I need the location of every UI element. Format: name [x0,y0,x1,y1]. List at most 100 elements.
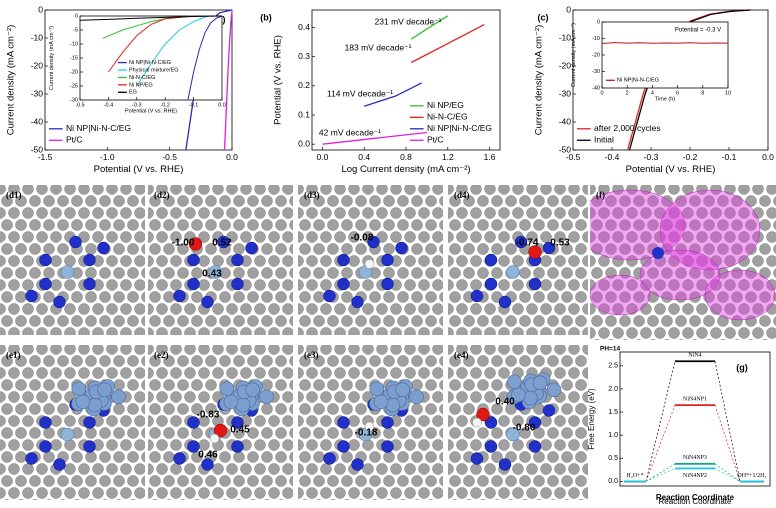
carbon-atom [8,185,20,195]
carbon-atom [554,327,566,335]
carbon-atom [731,219,743,231]
carbon-atom [738,185,750,195]
nitrogen-atom [187,277,200,291]
carbon-atom [156,279,168,291]
legend-label: Ni NP|Ni-N-C/EG [66,123,131,133]
carbon-atom [240,327,252,335]
carbon-atom [404,415,416,427]
carbon-atom [432,463,443,475]
panel-label: (f) [596,190,605,200]
carbon-atom [696,303,708,315]
carbon-atom [519,451,531,463]
carbon-atom [320,415,332,427]
carbon-atom [1,195,13,207]
carbon-atom [540,279,552,291]
carbon-atom [470,303,482,315]
nitrogen-atom [381,440,394,453]
carbon-atom [449,243,461,255]
carbon-atom [22,303,34,315]
carbon-atom [448,303,454,315]
carbon-atom [43,219,55,231]
carbon-atom [626,327,638,339]
carbon-atom [22,415,34,427]
carbon-atom [418,439,430,451]
carbon-atom [205,315,217,327]
carbon-atom [57,219,69,231]
carbon-atom [71,355,83,367]
carbon-atom [759,243,771,255]
carbon-atom [425,243,437,255]
carbon-atom [29,267,41,279]
carbon-atom [470,345,482,355]
carbon-atom [240,345,252,355]
carbon-atom [334,367,346,379]
carbon-atom [4,499,10,500]
carbon-atom [191,403,203,415]
carbon-atom [590,476,601,487]
carbon-atom [156,463,168,475]
carbon-atom [425,451,437,463]
carbon-atom [36,207,48,219]
carbon-atom [43,291,55,303]
carbon-atom [341,195,353,207]
carbon-atom [71,315,83,327]
y-tick-label: -30 [592,69,600,75]
carbon-atom [773,244,776,254]
x-tick-label: -0.5 [566,152,581,162]
carbon-atom [689,315,701,327]
carbon-atom [383,427,395,439]
carbon-atom [390,231,402,243]
carbon-atom [50,185,62,195]
carbon-atom [561,219,573,231]
carbon-atom [191,195,203,207]
panel-label: (d3) [304,190,320,200]
carbon-atom [289,291,293,303]
nitrogen-atom [484,416,498,429]
cluster-atom [409,389,424,405]
carbon-atom [149,403,161,415]
nitrogen-atom [39,253,52,267]
carbon-atom [240,231,252,243]
carbon-atom [568,367,580,379]
carbon-atom [404,303,416,315]
carbon-atom [369,355,381,367]
carbon-atom [141,195,145,207]
carbon-atom [36,487,48,499]
carbon-atom [99,291,111,303]
carbon-atom [418,345,430,355]
level-label: NiN4NP1 [683,397,707,403]
carbon-atom [22,345,34,355]
carbon-atom [759,195,771,207]
carbon-atom [448,487,454,499]
carbon-atom [106,415,118,427]
carbon-atom [418,185,430,195]
carbon-atom [15,451,27,463]
y-tick-label: 0.3 [298,51,310,61]
carbon-atom [18,499,24,500]
carbon-atom [134,255,145,267]
carbon-atom [355,315,367,327]
carbon-atom [120,327,132,335]
carbon-atom [71,475,83,487]
carbon-atom [578,499,584,500]
carbon-atom [313,355,325,367]
carbon-atom [15,219,27,231]
carbon-atom [582,185,588,195]
carbon-atom [498,207,510,219]
carbon-atom [289,243,293,255]
carbon-atom [205,355,217,367]
carbon-atom [397,427,409,439]
carbon-atom [327,315,339,327]
carbon-atom [50,367,62,379]
carbon-atom [233,451,245,463]
carbon-atom [682,279,694,291]
carbon-atom [568,327,580,335]
panel-label: (g) [736,362,748,372]
carbon-atom [376,345,388,355]
lattice [448,345,601,500]
carbon-atom [633,219,645,231]
carbon-atom [177,315,189,327]
carbon-atom [425,195,437,207]
carbon-atom [264,499,270,500]
carbon-atom [219,355,231,367]
